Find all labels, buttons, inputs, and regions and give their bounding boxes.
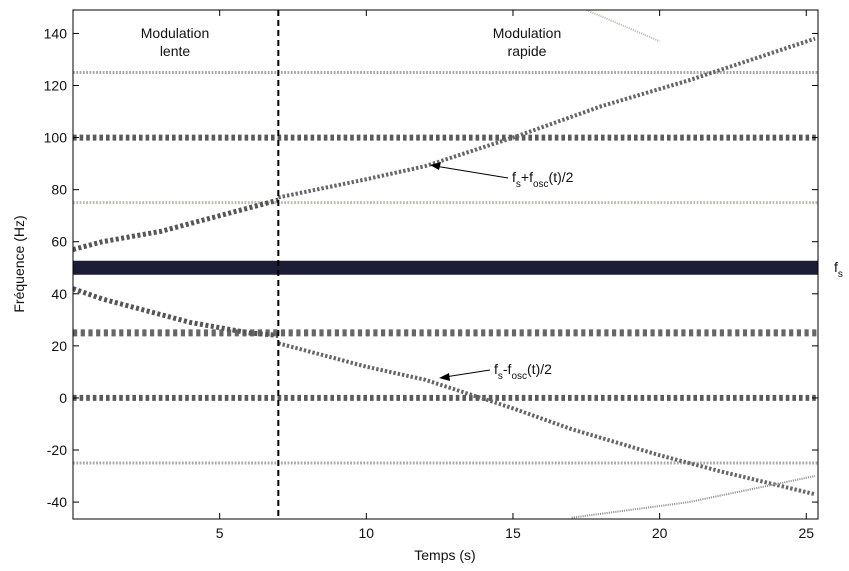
x-tick-label: 15 <box>505 525 521 541</box>
annotation-part: f <box>512 169 516 185</box>
annotation: Modulation <box>141 25 210 41</box>
x-tick-label: 25 <box>798 525 814 541</box>
y-tick-label: 100 <box>44 130 68 146</box>
annotation-part: osc <box>533 179 549 190</box>
arrow-head <box>430 162 441 170</box>
plot-content <box>73 10 818 519</box>
spectral-trace <box>277 341 816 497</box>
y-tick-label: -20 <box>47 442 67 458</box>
spectral-trace <box>73 286 279 338</box>
y-tick-label: -40 <box>47 494 67 510</box>
y-tick-label: 120 <box>44 78 68 94</box>
x-tick-label: 10 <box>359 525 375 541</box>
annotation-part: +f <box>521 169 533 185</box>
annotation-part: osc <box>511 371 527 382</box>
annotation: lente <box>160 43 191 59</box>
spectral-trace <box>73 197 279 252</box>
y-tick-label: 60 <box>51 234 67 250</box>
annotation-part: (t)/2 <box>527 361 552 377</box>
annotation: fs+fosc(t)/2 <box>512 169 574 190</box>
y-tick-label: 0 <box>59 390 67 406</box>
arrow <box>444 369 491 378</box>
arrow <box>434 165 509 179</box>
plot-frame <box>72 9 819 520</box>
annotation: rapide <box>508 43 547 59</box>
annotation: fs-fosc(t)/2 <box>494 361 552 382</box>
annotation-part: s <box>498 371 503 382</box>
x-axis-label: Temps (s) <box>414 547 475 563</box>
annotation: fs <box>834 259 843 280</box>
x-tick-label: 20 <box>652 525 668 541</box>
annotation-part: f <box>834 259 838 275</box>
annotation-part: s <box>838 269 843 280</box>
spectral-trace <box>585 10 661 43</box>
annotation-part: (t)/2 <box>549 169 574 185</box>
annotation-part: -f <box>503 361 512 377</box>
spectral-trace <box>277 36 816 200</box>
y-tick-label: 20 <box>51 338 67 354</box>
annotation: Modulation <box>493 25 562 41</box>
annotation-part: s <box>516 179 521 190</box>
y-tick-label: 80 <box>51 182 67 198</box>
y-tick-label: 140 <box>44 25 68 41</box>
y-tick-label: 40 <box>51 286 67 302</box>
y-axis-label: Fréquence (Hz) <box>11 215 27 312</box>
annotation-part: f <box>494 361 498 377</box>
x-tick-label: 5 <box>216 525 224 541</box>
annotations: ModulationlenteModulationrapidefs+fosc(t… <box>141 25 843 382</box>
arrow-head <box>439 373 450 381</box>
